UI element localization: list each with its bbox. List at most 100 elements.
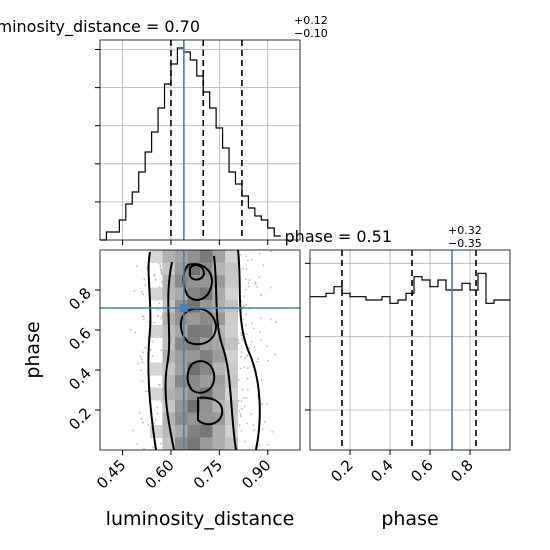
scatter-point <box>154 419 157 422</box>
scatter-point <box>253 346 256 349</box>
phase-title-minus: −0.35 <box>448 237 482 250</box>
density-cell <box>162 362 176 376</box>
density-cell <box>225 325 238 338</box>
scatter-point <box>267 443 270 446</box>
density-cell <box>212 362 226 376</box>
density-cell <box>225 350 238 363</box>
scatter-point <box>141 380 144 382</box>
scatter-point <box>136 443 139 445</box>
density-cell <box>175 437 188 450</box>
joint-2d-xlabel: luminosity_distance <box>106 508 295 530</box>
density-cell <box>225 300 238 313</box>
scatter-point <box>263 420 266 423</box>
scatter-point <box>141 290 143 293</box>
scatter-point <box>160 273 163 276</box>
density-cell <box>175 337 188 351</box>
density-cell <box>225 412 238 426</box>
scatter-point <box>160 349 163 352</box>
scatter-point <box>265 402 268 405</box>
scatter-point <box>160 281 163 284</box>
density-cell <box>175 250 188 263</box>
luminosity-distance-title-minus: −0.10 <box>294 27 328 40</box>
scatter-point <box>159 384 161 386</box>
density-cell <box>187 312 201 326</box>
scatter-point <box>132 429 135 432</box>
density-cell <box>175 275 188 288</box>
scatter-point <box>254 283 257 285</box>
density-cell <box>225 312 238 326</box>
density-cell <box>175 400 188 413</box>
ph-xtick-label: 0.4 <box>367 456 397 486</box>
density-cell <box>212 425 226 438</box>
joint-2d-ylabel: phase <box>22 321 44 378</box>
phase-axes-frame <box>309 249 511 451</box>
scatter-point <box>129 329 132 331</box>
scatter-point <box>260 339 262 342</box>
density-cell <box>200 375 213 388</box>
scatter-point <box>243 405 246 408</box>
density-cell <box>200 412 213 426</box>
scatter-point <box>246 354 249 357</box>
scatter-point <box>247 388 249 391</box>
phase-title: phase = 0.51 <box>285 227 392 246</box>
scatter-point <box>261 403 263 406</box>
density-cell <box>225 262 238 276</box>
scatter-point <box>156 315 159 318</box>
scatter-point <box>151 446 154 449</box>
mid-contour-right <box>213 255 237 450</box>
density-cell <box>150 287 163 301</box>
scatter-point <box>245 255 248 258</box>
scatter-point <box>134 331 137 334</box>
scatter-point <box>160 269 163 272</box>
scatter-point <box>138 411 141 414</box>
scatter-point <box>237 378 240 381</box>
scatter-point <box>139 355 142 358</box>
scatter-point <box>159 264 162 267</box>
scatter-point <box>159 266 162 269</box>
luminosity-distance-marginal-panel: luminosity_distance = 0.70 +0.12 −0.10 <box>0 14 328 245</box>
density-cell <box>200 312 213 326</box>
scatter-point <box>244 278 247 281</box>
scatter-point <box>142 421 144 424</box>
joint-2d-panel: 0.45 0.60 0.75 0.90 0.2 0.4 0.6 0.8 luminosity_… <box>22 249 301 530</box>
density-cell <box>162 400 176 413</box>
scatter-point <box>144 390 147 392</box>
scatter-point <box>240 415 242 418</box>
scatter-point <box>270 286 272 289</box>
scatter-point <box>245 313 248 316</box>
scatter-point <box>271 430 274 433</box>
density-cell <box>187 350 201 363</box>
scatter-point <box>141 315 144 318</box>
density-cell <box>225 250 238 263</box>
scatter-point <box>154 278 157 281</box>
density-cell <box>212 275 226 288</box>
scatter-point <box>246 377 249 380</box>
density-cell <box>212 350 226 363</box>
joint-ytick-label: 0.6 <box>65 324 95 354</box>
density-cell <box>150 325 163 338</box>
joint-ytick-label: 0.2 <box>65 404 95 434</box>
scatter-point <box>242 318 245 321</box>
scatter-point <box>143 278 146 281</box>
density-cell <box>162 425 176 438</box>
scatter-point <box>245 324 247 327</box>
density-cell <box>187 325 201 338</box>
scatter-point <box>247 259 249 262</box>
density-cell <box>225 337 238 351</box>
ph-xtick-label: 0.2 <box>327 456 357 486</box>
scatter-point <box>240 429 243 432</box>
luminosity-distance-axes-frame <box>99 39 301 241</box>
scatter-point <box>246 422 249 425</box>
joint-xtick-label: 0.90 <box>238 456 274 492</box>
scatter-point <box>239 367 242 370</box>
scatter-point <box>242 305 245 308</box>
density-cell <box>187 425 201 438</box>
scatter-point <box>250 340 253 343</box>
inner-contour-bottom <box>197 396 224 426</box>
density-cell <box>212 437 226 450</box>
scatter-point <box>250 258 253 261</box>
scatter-point <box>239 413 242 416</box>
scatter-point <box>248 347 251 350</box>
scatter-point <box>153 321 156 324</box>
scatter-point <box>241 388 244 391</box>
